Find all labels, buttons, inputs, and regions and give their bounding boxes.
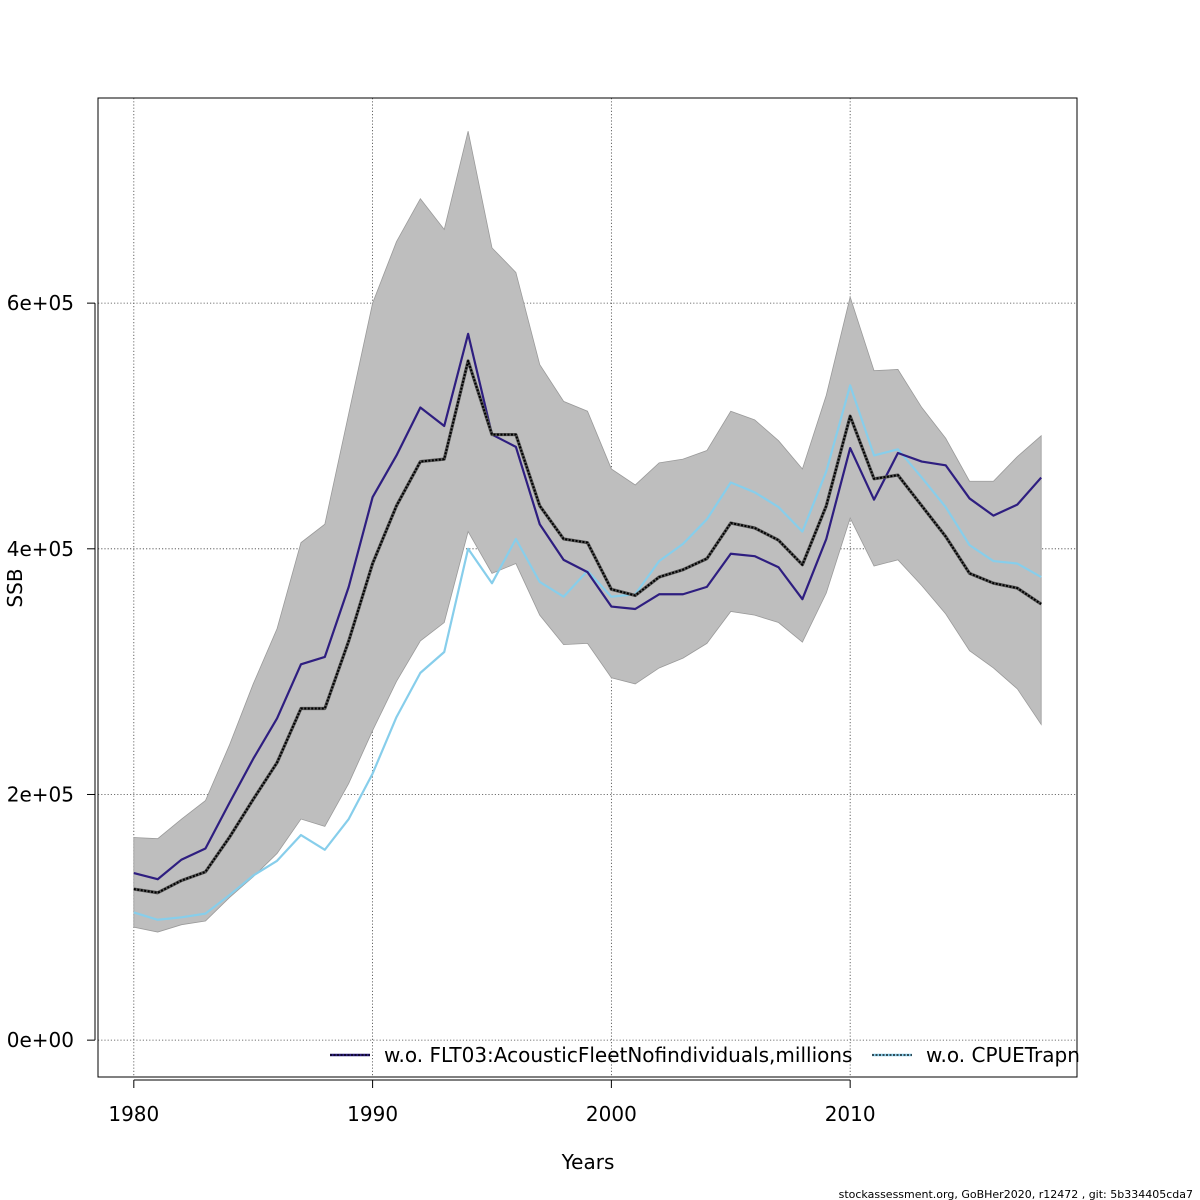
x-tick-label-2000: 2000 xyxy=(586,1102,637,1126)
axes: 1980 1990 2000 2010 0e+00 2e+05 4e+05 6e+05 xyxy=(7,291,876,1126)
series-line-base xyxy=(133,359,1042,894)
footer-credit: stockassessment.org, GoBHer2020, r12472 … xyxy=(839,1188,1193,1200)
y-axis-title: SSB xyxy=(3,568,27,607)
x-tick-label-1980: 1980 xyxy=(108,1102,159,1126)
x-tick-label-1990: 1990 xyxy=(347,1102,398,1126)
y-tick-label-1: 2e+05 xyxy=(7,782,74,806)
series-lines xyxy=(133,332,1043,921)
legend-label-flt03: w.o. FLT03:AcousticFleetNofindividuals,m… xyxy=(384,1043,852,1067)
series-line-flt03 xyxy=(133,332,1043,881)
x-axis-title: Years xyxy=(561,1150,615,1174)
confidence-band-area xyxy=(133,131,1042,933)
y-tick-label-0: 0e+00 xyxy=(7,1028,74,1052)
confidence-band xyxy=(133,131,1042,933)
legend: w.o. FLT03:AcousticFleetNofindividuals,m… xyxy=(330,1043,1080,1067)
x-tick-label-2010: 2010 xyxy=(825,1102,876,1126)
plot-frame xyxy=(97,97,1078,1078)
y-tick-label-3: 6e+05 xyxy=(7,291,74,315)
y-tick-label-2: 4e+05 xyxy=(7,537,74,561)
legend-label-cpue: w.o. CPUETrapn xyxy=(926,1043,1080,1067)
